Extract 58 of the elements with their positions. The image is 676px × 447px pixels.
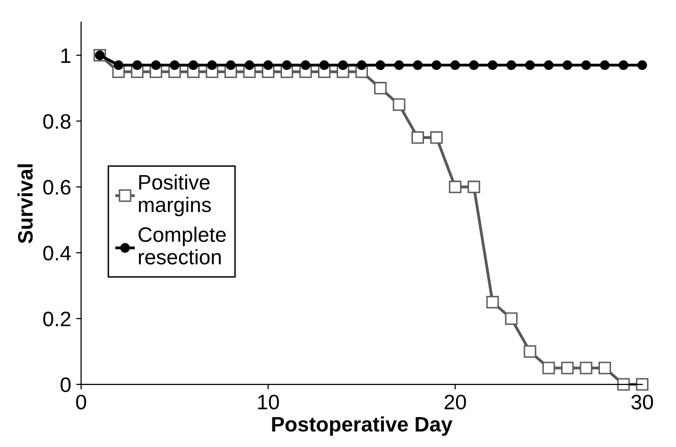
x-tick-label: 10 — [258, 394, 279, 410]
point — [412, 60, 423, 70]
point — [636, 378, 648, 391]
point — [432, 60, 442, 70]
point — [300, 60, 310, 70]
point — [151, 60, 161, 70]
point — [319, 60, 330, 70]
point — [562, 60, 572, 70]
x-axis-title: Postoperative Day — [272, 416, 452, 436]
y-tick-label: 0 — [60, 377, 71, 392]
point — [226, 60, 236, 70]
point — [374, 82, 387, 94]
point — [356, 60, 367, 70]
point — [618, 60, 628, 70]
point — [244, 60, 254, 70]
point — [617, 378, 630, 391]
point — [282, 60, 292, 70]
point — [376, 60, 386, 70]
point — [448, 180, 462, 194]
y-axis-title: Survival — [17, 164, 33, 244]
x-tick-label: 0 — [76, 394, 86, 410]
point — [600, 60, 610, 70]
point — [469, 60, 479, 70]
point — [170, 60, 180, 70]
point — [114, 60, 124, 70]
y-tick-label: 0.6 — [43, 180, 70, 195]
point — [581, 60, 591, 70]
point — [488, 60, 498, 70]
point — [506, 60, 516, 70]
point — [524, 345, 536, 358]
point — [468, 180, 480, 194]
point — [338, 60, 348, 70]
legend-label: Positive margins — [138, 174, 211, 216]
x-tick-label: 30 — [631, 394, 653, 410]
point — [525, 60, 535, 70]
point — [394, 60, 404, 70]
x-tick-label: 20 — [444, 394, 466, 410]
point — [561, 362, 574, 374]
legend-label: Complete resection — [138, 226, 226, 264]
point — [132, 60, 142, 70]
point — [544, 60, 554, 70]
y-tick-label: 0.4 — [43, 246, 71, 261]
point — [430, 131, 443, 144]
point — [598, 362, 612, 374]
y-tick-label: 1 — [61, 48, 70, 63]
y-tick-label: 0.2 — [43, 312, 70, 326]
y-tick-label: 0.8 — [43, 114, 70, 129]
point — [580, 362, 592, 374]
point — [412, 131, 424, 144]
point — [486, 296, 499, 308]
point — [188, 60, 198, 70]
point — [542, 362, 555, 374]
point — [505, 312, 518, 325]
point — [392, 98, 406, 111]
point — [207, 60, 217, 70]
point — [637, 60, 648, 70]
point — [450, 60, 460, 70]
point — [263, 60, 274, 70]
